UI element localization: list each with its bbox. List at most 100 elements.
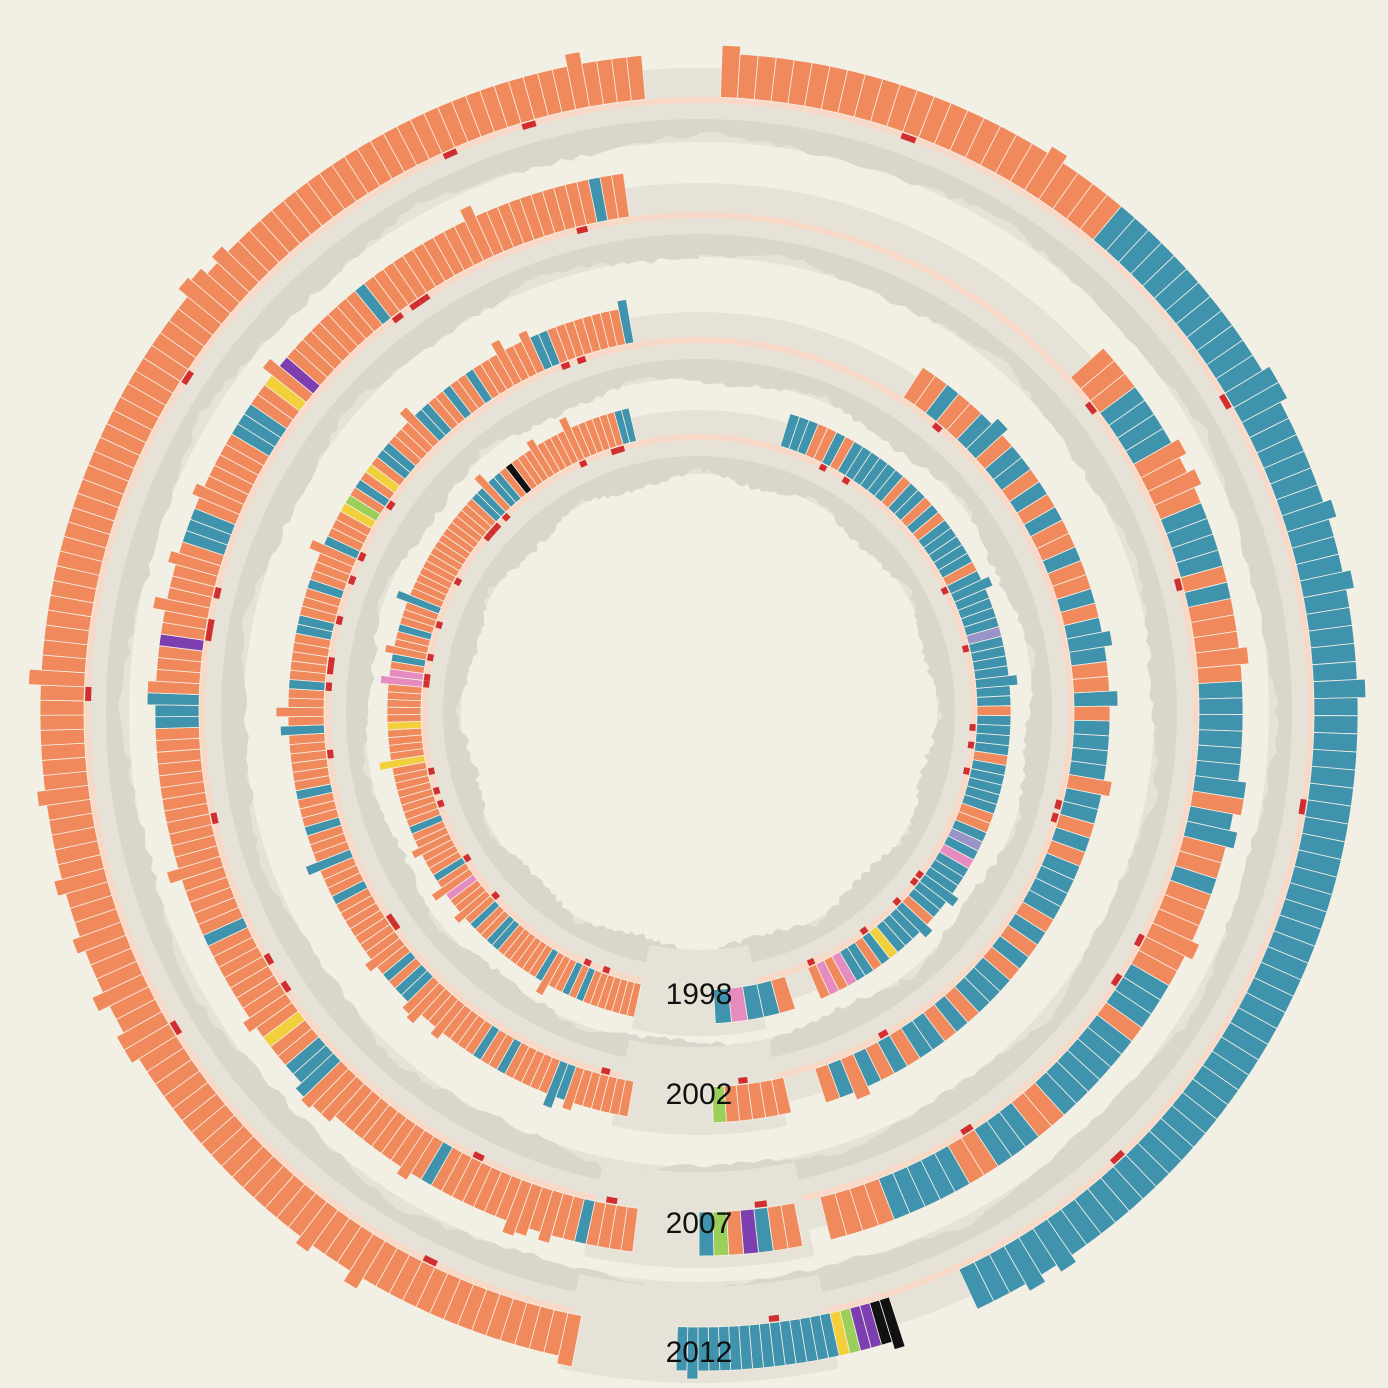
marker <box>578 459 588 468</box>
year-label-2002: 2002 <box>666 1078 733 1111</box>
marker <box>472 1151 485 1162</box>
rings-layer <box>28 44 1367 1384</box>
marker <box>806 957 816 967</box>
bar-bottom-arc-20 <box>675 1326 689 1372</box>
bar-right-arc-26 <box>1073 690 1119 708</box>
marker <box>326 749 334 759</box>
bar-right-arc-23 <box>1198 697 1244 715</box>
bar-left-arc-61 <box>275 706 325 718</box>
marker <box>1298 798 1307 815</box>
marker <box>960 1123 974 1136</box>
marker <box>326 665 334 675</box>
bar-right-arc-53 <box>1311 660 1358 683</box>
marker <box>768 1314 780 1322</box>
marker <box>576 225 589 235</box>
bar-left-arc-54 <box>386 714 422 723</box>
bar-left-arc-131 <box>611 172 630 219</box>
bar-right-arc-21 <box>1196 664 1243 685</box>
bar-left-arc-65 <box>154 715 200 730</box>
marker <box>327 657 335 667</box>
marker <box>1110 973 1123 987</box>
marker <box>1133 933 1145 947</box>
bar-left-arc-122 <box>616 298 635 345</box>
marker <box>492 522 502 532</box>
marker <box>560 361 571 371</box>
bar-left-arc-57 <box>40 742 87 761</box>
marker <box>325 682 333 692</box>
bar-right-arc-22 <box>1197 680 1244 700</box>
bar-left-arc-59 <box>39 714 85 731</box>
marker <box>335 615 344 626</box>
ring-1998 <box>378 407 1019 1036</box>
marker <box>1109 1149 1125 1165</box>
bar-bottom-arc-5 <box>711 1085 727 1124</box>
bar-right-arc-25 <box>1072 675 1110 694</box>
marker <box>521 120 537 130</box>
marker <box>432 786 441 795</box>
marker <box>877 1029 889 1039</box>
marker <box>169 1020 183 1036</box>
marker <box>442 148 458 160</box>
bar-left-arc-55 <box>386 706 422 716</box>
marker <box>385 500 396 511</box>
marker <box>818 463 828 472</box>
bar-right-arc-55 <box>1313 697 1359 717</box>
marker <box>1054 799 1063 810</box>
marker <box>967 741 975 749</box>
marker <box>263 952 275 966</box>
bar-bottom-arc-4 <box>713 988 733 1024</box>
bar-right-arc-57 <box>1312 732 1359 753</box>
bar-right-arc-24 <box>1198 713 1244 732</box>
year-labels: 1998 2002 2007 2012 <box>666 978 733 1369</box>
marker <box>501 512 511 522</box>
bar-left-arc-66 <box>154 704 200 718</box>
ring-2012 <box>28 44 1367 1384</box>
marker <box>576 355 587 365</box>
marker <box>900 132 917 144</box>
marker <box>1173 577 1183 592</box>
marker <box>347 575 357 586</box>
marker <box>181 370 194 386</box>
marker <box>616 445 626 454</box>
ring-2007 <box>146 172 1250 1269</box>
marker <box>1050 812 1059 823</box>
marker <box>859 926 869 936</box>
year-label-1998: 1998 <box>666 978 733 1011</box>
marker <box>409 299 422 311</box>
marker <box>483 532 493 542</box>
marker <box>605 1196 618 1205</box>
marker <box>600 1067 611 1076</box>
marker <box>487 527 497 537</box>
bar-right-arc-27 <box>1073 705 1111 722</box>
bar-right-arc-38 <box>976 695 1012 707</box>
marker <box>206 618 215 631</box>
bar-left-arc-109 <box>620 407 637 444</box>
marker <box>85 686 92 702</box>
marker <box>210 812 219 825</box>
marker <box>436 799 445 808</box>
marker <box>491 891 501 901</box>
marker <box>427 767 436 776</box>
bar-right-arc-61 <box>814 1063 841 1104</box>
marker <box>754 1200 768 1208</box>
bar-left-arc-58 <box>39 728 86 746</box>
marker <box>583 958 592 967</box>
marker <box>1084 401 1098 415</box>
marker <box>909 877 919 887</box>
marker <box>391 312 405 324</box>
marker <box>213 587 222 599</box>
marker <box>915 870 924 880</box>
bar-right-arc-39 <box>976 705 1012 717</box>
marker <box>423 680 430 688</box>
bar-left-arc-60 <box>39 699 85 716</box>
bar-right-arc-54 <box>1312 678 1367 700</box>
marker <box>940 586 949 596</box>
marker <box>841 476 851 486</box>
bar-right-arc-96 <box>958 1261 995 1310</box>
marker <box>418 293 431 305</box>
marker <box>205 629 213 642</box>
marker <box>610 447 619 456</box>
year-label-2012: 2012 <box>666 1336 733 1369</box>
